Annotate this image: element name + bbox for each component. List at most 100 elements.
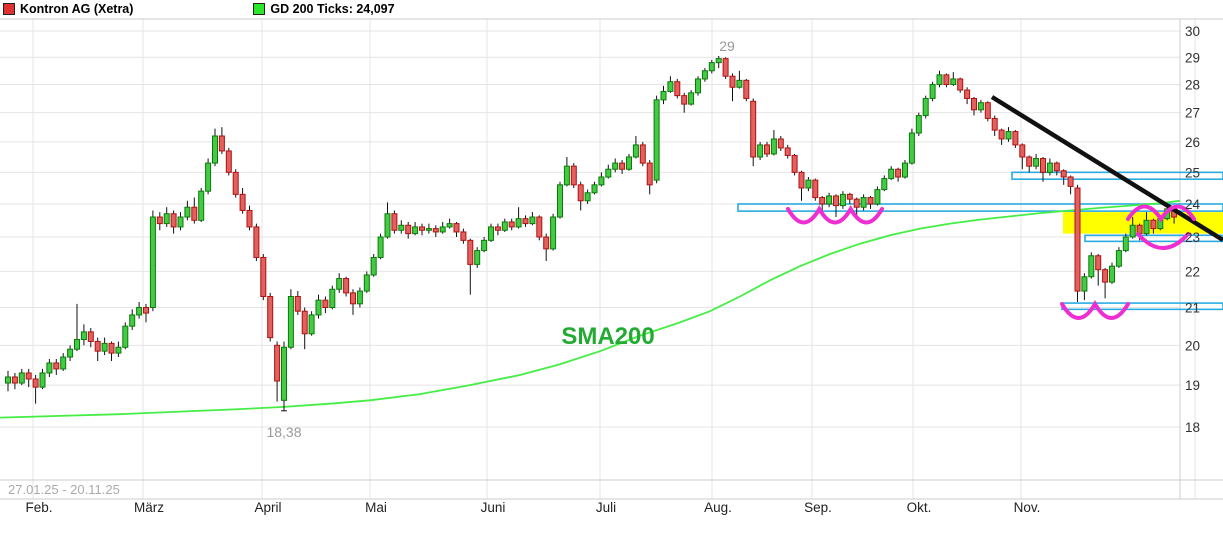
candle-down — [87, 331, 94, 342]
candle-up — [557, 184, 563, 218]
candle-up — [198, 190, 205, 221]
candle-up — [770, 138, 777, 155]
candle-up — [550, 216, 557, 250]
candle-up — [363, 274, 370, 292]
candle-up — [653, 99, 660, 181]
candle-down — [253, 226, 260, 258]
squiggle-humps — [1126, 204, 1196, 223]
candle-down — [798, 171, 805, 189]
candle-down — [1019, 144, 1026, 158]
candle-up — [1088, 255, 1095, 278]
candle-up — [888, 168, 895, 180]
candle-down — [1053, 162, 1060, 172]
candle-down — [218, 135, 225, 152]
y-tick-label: 22 — [1185, 264, 1200, 279]
candle-down — [1067, 176, 1074, 187]
candle-up — [605, 168, 612, 178]
candle-up — [1033, 158, 1040, 167]
candle-down — [1026, 156, 1033, 167]
candle-up — [1046, 162, 1053, 173]
candle-up — [336, 278, 343, 290]
y-tick-label: 23 — [1185, 230, 1200, 245]
candle-down — [94, 340, 101, 352]
candle-down — [674, 81, 681, 97]
candle-down — [143, 307, 149, 314]
candle-down — [1012, 131, 1019, 146]
candle-down — [784, 147, 791, 156]
candle-down — [25, 372, 32, 380]
x-month-label: Nov. — [1014, 500, 1041, 515]
y-tick-label: 27 — [1185, 106, 1200, 121]
candle-down — [405, 224, 412, 235]
candle-down — [570, 165, 577, 186]
candle-down — [1150, 219, 1157, 230]
candle-up — [115, 346, 122, 354]
candle-down — [294, 296, 301, 312]
candle-up — [695, 78, 701, 94]
candle-up — [598, 176, 605, 186]
candle-down — [722, 58, 729, 77]
candle-up — [425, 228, 432, 231]
x-month-label: Sep. — [804, 500, 832, 515]
candle-up — [412, 226, 419, 235]
candle-up — [922, 97, 929, 117]
candle-up — [177, 216, 184, 228]
candle-down — [895, 168, 902, 178]
candle-up — [439, 226, 446, 233]
candle-down — [729, 75, 736, 88]
y-tick-label: 25 — [1185, 165, 1200, 180]
candle-up — [356, 290, 363, 305]
candle-down — [494, 226, 501, 231]
candle-down — [743, 79, 750, 99]
price-series-label: Kontron AG (Xetra) — [20, 2, 134, 16]
y-tick-label: 30 — [1185, 24, 1200, 39]
candle-up — [529, 216, 536, 225]
candle-down — [791, 154, 798, 173]
candle-down — [191, 206, 198, 221]
candle-down — [543, 236, 550, 250]
squiggle-cups — [1060, 300, 1130, 320]
x-month-label: Juni — [481, 500, 506, 515]
y-tick-label: 21 — [1185, 301, 1200, 316]
candle-up — [688, 92, 695, 105]
candle-down — [453, 223, 460, 233]
candle-up — [1115, 250, 1122, 267]
candle-down — [1040, 158, 1046, 173]
candle-down — [170, 213, 177, 228]
candle-down — [239, 193, 246, 211]
candle-up — [18, 372, 25, 384]
candle-down — [833, 195, 839, 207]
chart-legend: Kontron AG (Xetra) GD 200 Ticks: 24,097 — [3, 2, 395, 16]
candle-down — [32, 378, 39, 388]
candle-up — [715, 58, 722, 64]
grid-lines — [0, 18, 1223, 500]
candle-up — [446, 223, 453, 228]
candle-down — [522, 218, 529, 225]
candle-up — [129, 314, 136, 327]
candle-up — [488, 226, 494, 241]
candle-up — [1109, 265, 1115, 283]
candle-down — [577, 184, 584, 202]
candle-up — [929, 83, 936, 99]
candle-up — [281, 346, 287, 401]
candle-up — [122, 325, 129, 348]
x-month-label: Aug. — [704, 500, 732, 515]
candle-up — [474, 250, 481, 265]
candle-up — [736, 79, 743, 88]
candle-up — [805, 179, 812, 189]
candle-down — [156, 216, 163, 225]
candle-down — [108, 342, 115, 354]
candle-down — [350, 292, 356, 305]
candle-down — [812, 179, 819, 199]
squiggle-cups — [1136, 232, 1190, 250]
candle-up — [136, 307, 143, 316]
candle-down — [964, 89, 971, 99]
x-month-label: Okt. — [907, 500, 932, 515]
candle-up — [1081, 276, 1088, 292]
candle-up — [5, 376, 11, 384]
candle-up — [398, 224, 405, 231]
candle-down — [260, 256, 267, 298]
candle-up — [205, 162, 212, 192]
